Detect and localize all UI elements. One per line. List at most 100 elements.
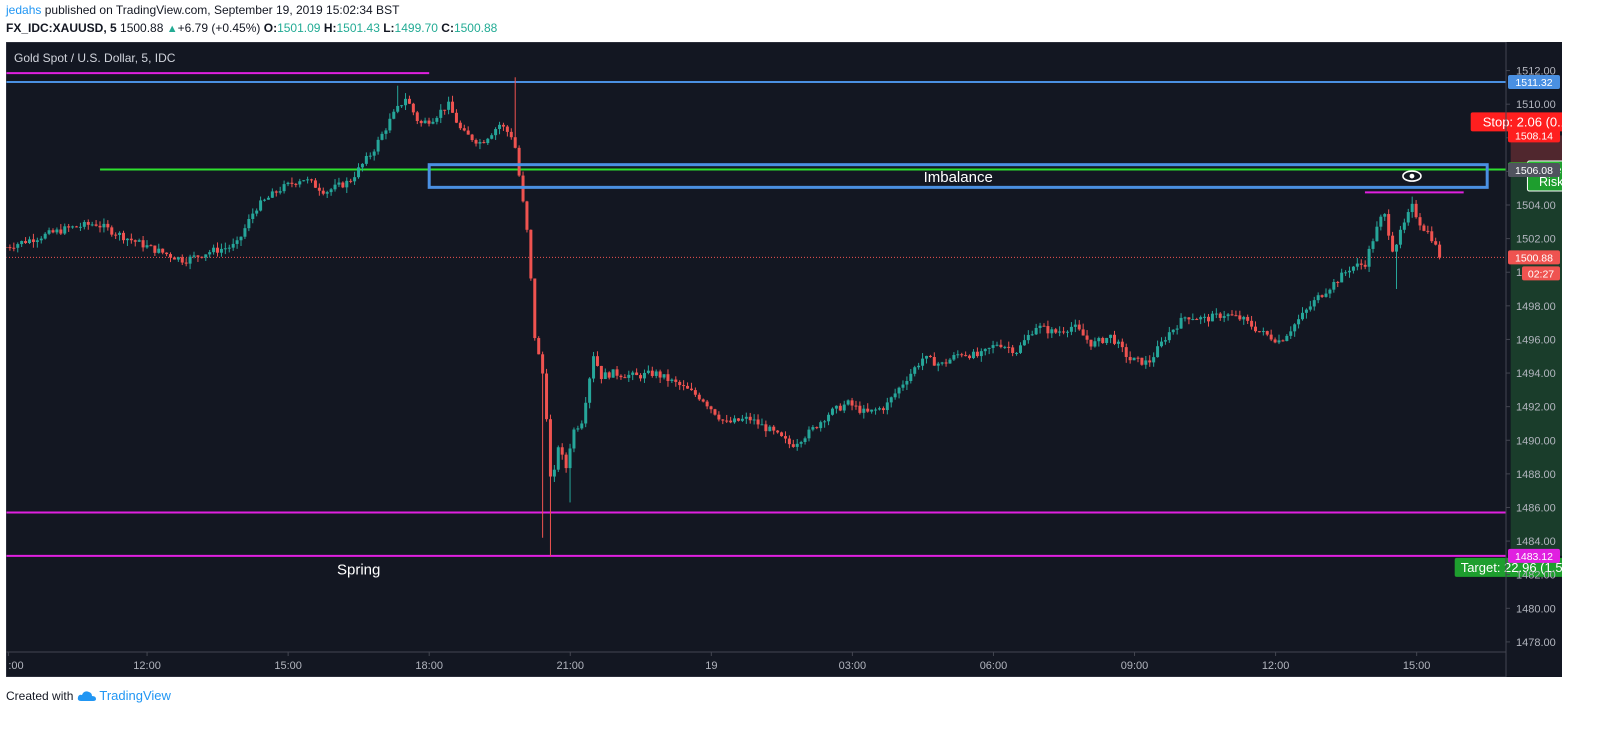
- candle-body: [1042, 325, 1046, 327]
- rr-label: Risk/Reward Ratio: 11.15: [1539, 175, 1562, 189]
- candle-body: [1226, 314, 1230, 317]
- candle-body: [1269, 334, 1273, 340]
- candle-body: [889, 397, 893, 403]
- line-price-label-box: [1508, 74, 1560, 89]
- candle-body: [823, 421, 827, 423]
- candle-body: [1218, 313, 1222, 318]
- candle-body: [415, 112, 419, 121]
- horizontal-lines: [6, 72, 1506, 557]
- high-value: 1501.43: [336, 21, 380, 35]
- position-zones: [1510, 135, 1562, 556]
- footer: Created with TradingView: [6, 688, 171, 703]
- candle-body: [611, 369, 615, 378]
- candle-body: [1383, 214, 1387, 217]
- time-tick-label: 19: [705, 660, 717, 672]
- candle-body: [86, 222, 90, 225]
- candle-body: [474, 140, 478, 144]
- author-link[interactable]: jedahs: [6, 3, 42, 17]
- candle-body: [740, 418, 744, 421]
- candle-body: [259, 200, 263, 211]
- candle-body: [619, 375, 623, 378]
- time-tick-label: 06:00: [980, 660, 1008, 672]
- candle-body: [82, 222, 86, 227]
- imbalance-label: Imbalance: [924, 169, 993, 186]
- candle-body: [791, 444, 795, 447]
- candle-body: [274, 191, 278, 193]
- candle-body: [1222, 316, 1226, 318]
- candle-body: [1073, 324, 1077, 327]
- candle-body: [298, 181, 302, 185]
- candle-body: [313, 180, 317, 188]
- tradingview-brand[interactable]: TradingView: [99, 688, 171, 703]
- candle-body: [846, 400, 850, 405]
- candle-body: [1175, 328, 1179, 330]
- candle-body: [427, 120, 431, 124]
- candle-body: [1163, 340, 1167, 342]
- candle-body: [1167, 332, 1171, 341]
- candle-body: [736, 418, 740, 421]
- candle-body: [917, 365, 921, 368]
- low-label: L:: [383, 21, 395, 35]
- candle-body: [1359, 263, 1363, 265]
- candle-body: [286, 182, 290, 185]
- price-chart[interactable]: Imbalance Spring Stop: 2.06 (0.14%) 206, A…: [6, 42, 1562, 677]
- candle-body: [133, 240, 137, 242]
- chart-background: [6, 42, 1562, 677]
- candle-body: [1199, 317, 1203, 320]
- candle-body: [658, 371, 662, 378]
- candle-body: [827, 414, 831, 422]
- candle-body: [866, 408, 870, 412]
- candle-body: [1355, 263, 1359, 267]
- symbol-name: FX_IDC:XAUUSD, 5: [6, 21, 117, 35]
- candle-body: [31, 239, 35, 243]
- candle-body: [1105, 337, 1109, 344]
- candle-body: [345, 180, 349, 188]
- candle-body: [940, 362, 944, 364]
- candle-body: [231, 243, 235, 248]
- candle-body: [1046, 326, 1050, 334]
- candle-body: [1246, 316, 1250, 321]
- candle-body: [1273, 339, 1277, 343]
- candle-body: [513, 137, 517, 148]
- candle-body: [1414, 203, 1418, 218]
- publish-line: jedahs published on TradingView.com, Sep…: [6, 3, 399, 17]
- candle-body: [768, 426, 772, 432]
- candle-body: [388, 118, 392, 131]
- candle-body: [686, 385, 690, 389]
- candle-body: [642, 372, 646, 379]
- candle-body: [1018, 345, 1022, 353]
- candle-body: [59, 229, 63, 234]
- price-tick-label: 1504.00: [1516, 200, 1556, 212]
- candle-body: [490, 135, 494, 139]
- candle-body: [662, 374, 666, 378]
- candle-body: [1159, 341, 1163, 347]
- candle-body: [145, 245, 149, 248]
- candle-body: [815, 427, 819, 429]
- candle-body: [482, 142, 486, 144]
- time-tick-label: 15:00: [1403, 660, 1431, 672]
- candle-body: [157, 248, 161, 253]
- candle-body: [141, 240, 145, 248]
- candle-body: [419, 120, 423, 124]
- candle-body: [1348, 270, 1352, 273]
- candle-body: [862, 408, 866, 413]
- candle-body: [129, 238, 133, 241]
- candle-body: [251, 213, 255, 219]
- candle-body: [956, 354, 960, 356]
- candle-body: [169, 254, 173, 258]
- candle-body: [1418, 217, 1422, 226]
- candle-body: [1011, 347, 1015, 353]
- candle-body: [12, 247, 16, 249]
- candle-body: [90, 224, 94, 226]
- candle-body: [1395, 244, 1399, 252]
- time-axis[interactable]: :00 12:00 15:00 18:00 21:00 19 03:00 06:00 09:00…: [7, 652, 1431, 672]
- candle-body: [1015, 352, 1019, 354]
- candle-body: [1430, 231, 1434, 242]
- candle-body: [842, 404, 846, 411]
- candle-body: [1316, 295, 1320, 301]
- last-price-label: 1500.88: [1515, 252, 1553, 264]
- last-price-label-box: [1508, 250, 1560, 265]
- candle-body: [964, 355, 968, 357]
- candle-body: [1387, 214, 1391, 236]
- candle-body: [431, 121, 435, 124]
